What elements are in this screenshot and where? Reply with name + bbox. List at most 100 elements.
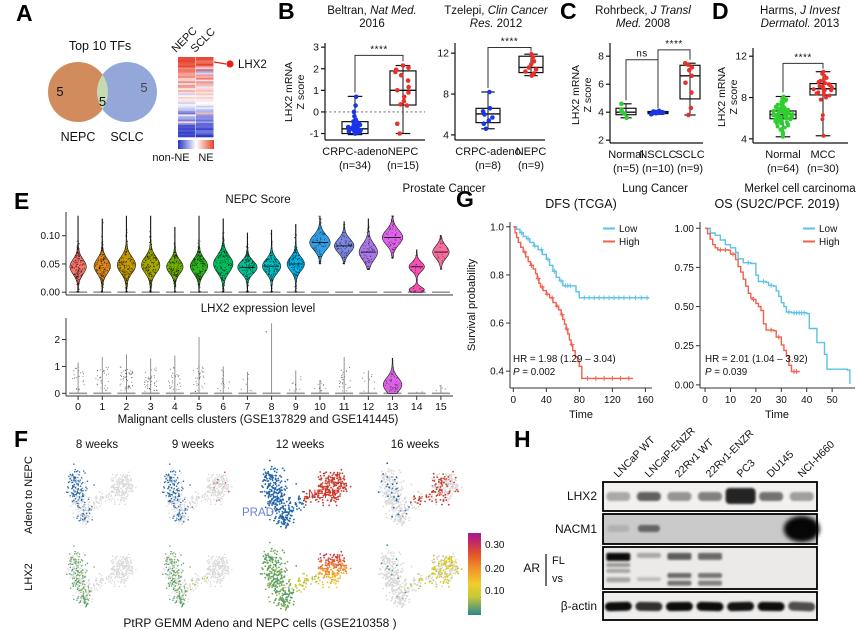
heatmap <box>178 57 214 138</box>
svg-text:P = 0.002: P = 0.002 <box>513 367 555 378</box>
svg-text:HR = 2.01 (1.04 – 3.92): HR = 2.01 (1.04 – 3.92) <box>705 354 808 365</box>
venn-left-label: NEPC <box>61 130 96 144</box>
lhx2-callout-dot <box>226 60 234 68</box>
svg-text:NEPC Score: NEPC Score <box>225 194 290 206</box>
f-row-lhx2: LHX2 <box>23 563 35 591</box>
svg-text:Normal: Normal <box>608 149 643 161</box>
umap-point-clouds <box>65 459 463 611</box>
venn-right-count: 5 <box>140 80 147 95</box>
svg-text:(n=10): (n=10) <box>642 163 674 175</box>
svg-text:1: 1 <box>54 362 60 373</box>
svg-text:ns: ns <box>636 49 648 60</box>
panel-d-boxplot: Merkel cell carcinoma Harms, J InvestDer… <box>716 5 856 195</box>
svg-text:8: 8 <box>269 401 275 413</box>
lane-nci-h660: NCI-H660 <box>796 439 838 481</box>
svg-text:High: High <box>619 237 640 248</box>
blot-label-fl: FL <box>552 555 565 567</box>
svg-text:Low: Low <box>619 224 638 235</box>
svg-text:Time: Time <box>569 409 593 421</box>
svg-text:Malignant cells clusters (GSE1: Malignant cells clusters (GSE137829 and … <box>118 414 399 426</box>
svg-text:3: 3 <box>313 42 319 54</box>
svg-text:160: 160 <box>637 395 654 406</box>
svg-text:20: 20 <box>750 395 762 406</box>
panel-c-footer: Lung Cancer <box>622 183 688 195</box>
svg-text:40: 40 <box>541 395 553 406</box>
svg-text:4: 4 <box>443 129 449 141</box>
f-caption: PtRP GEMM Adeno and NEPC cells (GSE21035… <box>123 616 396 630</box>
svg-text:Res. 2012: Res. 2012 <box>470 18 522 30</box>
svg-text:Time: Time <box>765 409 789 421</box>
svg-text:Dermatol. 2013: Dermatol. 2013 <box>761 18 840 30</box>
svg-text:0.6: 0.6 <box>490 319 504 330</box>
svg-text:0: 0 <box>313 106 319 118</box>
svg-text:15: 15 <box>435 401 447 413</box>
svg-text:LHX2 mRNA: LHX2 mRNA <box>716 67 728 127</box>
blot-label-ar: AR <box>523 561 540 575</box>
svg-text:5: 5 <box>196 401 202 413</box>
svg-text:0.00: 0.00 <box>675 380 695 391</box>
svg-text:CRPC-adeno: CRPC-adeno <box>322 146 387 158</box>
km-curve-high <box>705 227 800 373</box>
svg-text:1.0: 1.0 <box>490 222 504 233</box>
blot-boxes <box>602 481 820 621</box>
svg-text:0.25: 0.25 <box>675 341 695 352</box>
svg-text:****: **** <box>794 52 812 63</box>
svg-text:NEPC: NEPC <box>388 146 419 158</box>
panel-g-label: G <box>456 186 474 212</box>
f-col-12-weeks: 12 weeks <box>276 439 325 451</box>
venn-left-circle <box>48 62 108 122</box>
f-row-adeno-to-nepc: Adeno to NEPC <box>23 456 35 534</box>
chart-B1: Beltran, Nat Med.2016 -1 0 1 2 3 LHX2 mRNA Z sc… <box>283 5 425 172</box>
nepc-label: NEPC <box>308 489 340 501</box>
f-colorbar-tick-020: 0.20 <box>485 564 505 575</box>
svg-text:Harms, J Invest: Harms, J Invest <box>760 5 841 17</box>
panel-a-label: A <box>16 0 33 26</box>
svg-text:High: High <box>819 237 840 248</box>
f-col-16-weeks: 16 weeks <box>391 439 440 451</box>
venn-overlap-count: 5 <box>99 94 106 109</box>
panel-f-label: F <box>14 426 29 452</box>
svg-text:Z score: Z score <box>728 79 740 114</box>
lane-du145: DU145 <box>765 448 797 480</box>
chart-G1: DFS (TCGA) 0.4 0.6 0.8 1.0 0 40 80 120 160 Surviva… <box>466 197 654 421</box>
svg-text:2: 2 <box>598 135 604 147</box>
svg-text:4: 4 <box>172 401 178 413</box>
svg-text:1.00: 1.00 <box>675 224 695 235</box>
panel-a-venn-heatmap: Top 10 TFs 5 5 5 NEPC SCLC NEPC SCLC LHX… <box>48 25 267 164</box>
svg-text:8: 8 <box>443 89 449 101</box>
panel-h-western-blot: LNCaP WT LNCaP-ENZR 22Rv1 WT 22Rv1-ENZR … <box>523 425 838 621</box>
svg-text:12: 12 <box>735 51 747 63</box>
svg-text:Low: Low <box>819 224 838 235</box>
svg-text:(n=8): (n=8) <box>475 160 501 172</box>
svg-text:120: 120 <box>604 395 621 406</box>
svg-text:4: 4 <box>741 133 747 145</box>
svg-text:6: 6 <box>220 401 226 413</box>
svg-text:10: 10 <box>725 395 737 406</box>
lhx2-callout-line <box>213 61 227 65</box>
venn-overlap <box>97 74 108 110</box>
svg-text:OS (SU2C/PCF. 2019): OS (SU2C/PCF. 2019) <box>714 197 839 211</box>
svg-text:(n=9): (n=9) <box>518 160 544 172</box>
svg-text:0: 0 <box>54 389 60 400</box>
svg-text:30: 30 <box>776 395 788 406</box>
f-col-8-weeks: 8 weeks <box>76 439 118 451</box>
svg-text:1: 1 <box>313 85 319 97</box>
svg-text:LHX2 expression level: LHX2 expression level <box>201 303 315 315</box>
ne-scale-max: NE <box>198 152 213 164</box>
svg-text:Rohrbeck, J Transl: Rohrbeck, J Transl <box>595 5 691 17</box>
svg-text:Beltran, Nat Med.: Beltran, Nat Med. <box>327 5 417 17</box>
venn-title: Top 10 TFs <box>69 39 131 53</box>
svg-text:0.00: 0.00 <box>41 288 61 299</box>
venn-left-count: 5 <box>56 84 63 99</box>
svg-text:12: 12 <box>437 48 449 60</box>
svg-text:6: 6 <box>598 79 604 91</box>
ne-colorbar <box>178 140 214 149</box>
svg-text:7: 7 <box>244 401 250 413</box>
svg-text:****: **** <box>501 37 519 48</box>
svg-text:8: 8 <box>598 51 604 63</box>
svg-text:Z score: Z score <box>295 74 307 109</box>
